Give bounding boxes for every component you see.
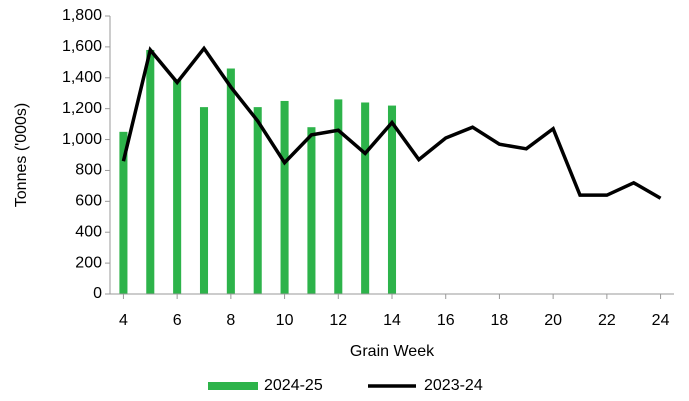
x-tick-label: 22	[598, 312, 616, 329]
bar	[307, 127, 316, 294]
x-axis-label: Grain Week	[350, 343, 435, 360]
bar	[119, 131, 128, 294]
y-tick-label: 800	[75, 162, 102, 179]
legend-swatch	[208, 382, 258, 390]
x-tick-label: 18	[491, 312, 509, 329]
legend-label: 2023-24	[424, 377, 483, 394]
x-tick-label: 4	[119, 312, 128, 329]
y-tick-label: 600	[75, 193, 102, 210]
y-tick-label: 200	[75, 254, 102, 271]
bar	[199, 107, 209, 294]
x-tick-label: 12	[329, 312, 347, 329]
y-tick-label: 1,200	[62, 100, 102, 117]
y-tick-label: 1,400	[62, 69, 102, 86]
bar	[361, 102, 370, 294]
line	[121, 45, 662, 200]
bar	[173, 79, 182, 294]
bar	[146, 49, 155, 294]
bar	[334, 99, 343, 295]
y-tick-label: 400	[75, 223, 102, 240]
y-axis-label: Tonnes ('000s)	[13, 103, 30, 207]
bar	[253, 107, 262, 294]
y-tick-label: 1,600	[62, 38, 102, 55]
x-tick-label: 10	[276, 312, 294, 329]
bar	[226, 68, 235, 294]
bar	[280, 100, 289, 294]
x-tick-label: 14	[383, 312, 401, 329]
x-tick-label: 20	[544, 312, 562, 329]
bar	[387, 105, 397, 294]
legend-label: 2024-25	[264, 377, 323, 394]
y-tick-label: 1,000	[62, 131, 102, 148]
x-tick-label: 6	[173, 312, 182, 329]
y-tick-label: 0	[93, 285, 102, 302]
y-tick-label: 1,800	[62, 7, 102, 24]
x-tick-label: 24	[652, 312, 670, 329]
x-tick-label: 8	[226, 312, 235, 329]
x-tick-label: 16	[437, 312, 455, 329]
